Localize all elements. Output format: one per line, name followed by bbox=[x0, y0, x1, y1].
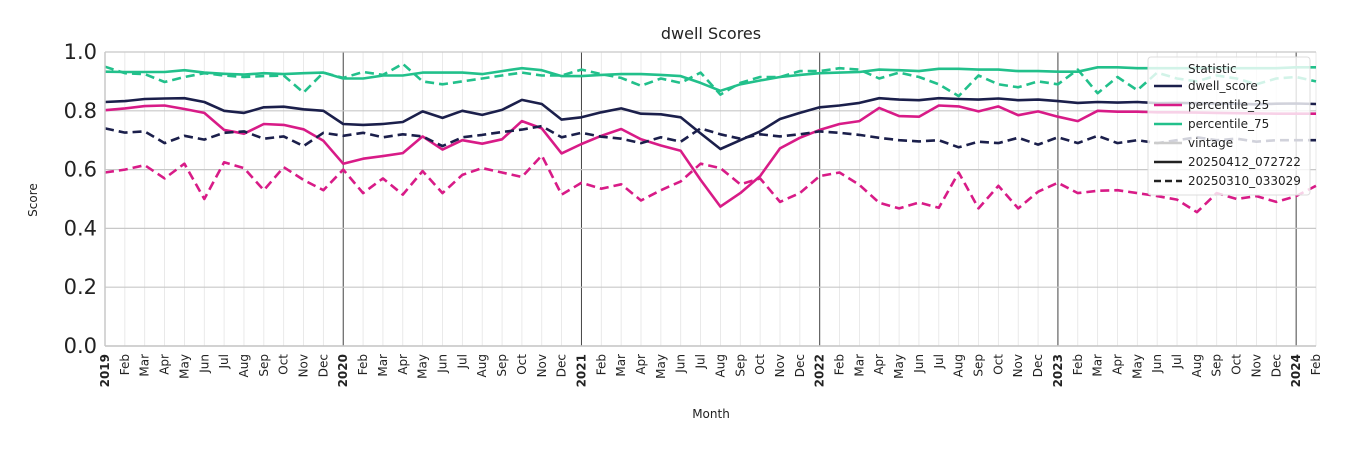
x-tick-month-label: Jun bbox=[674, 354, 688, 374]
y-tick-label: 0.4 bbox=[64, 216, 97, 240]
x-tick-month-label: Feb bbox=[118, 354, 132, 375]
x-tick-year-label: 2024 bbox=[1289, 354, 1303, 387]
x-tick-month-label: Feb bbox=[833, 354, 847, 375]
x-tick-month-label: Dec bbox=[793, 354, 807, 377]
x-tick-month-label: Mar bbox=[852, 354, 866, 377]
x-tick-month-label: Aug bbox=[713, 354, 727, 377]
x-tick-month-label: Jul bbox=[932, 354, 946, 369]
x-tick-month-label: Aug bbox=[237, 354, 251, 377]
x-tick-month-label: Jun bbox=[912, 354, 926, 374]
x-tick-month-label: Mar bbox=[138, 354, 152, 377]
y-tick-label: 0.8 bbox=[64, 99, 97, 123]
x-tick-month-label: Feb bbox=[356, 354, 370, 375]
x-tick-month-label: May bbox=[892, 354, 906, 379]
x-tick-month-label: Feb bbox=[1071, 354, 1085, 375]
y-tick-label: 1.0 bbox=[64, 40, 97, 64]
x-tick-month-label: Mar bbox=[614, 354, 628, 377]
x-tick-month-label: Sep bbox=[495, 354, 509, 377]
x-tick-month-label: Oct bbox=[1230, 354, 1244, 375]
x-tick-month-label: Dec bbox=[1031, 354, 1045, 377]
x-tick-month-label: Dec bbox=[1269, 354, 1283, 377]
x-tick-month-label: Nov bbox=[773, 354, 787, 377]
legend-box bbox=[1147, 56, 1311, 196]
x-tick-month-label: Jun bbox=[197, 354, 211, 374]
series-line-dwell_score-dashed bbox=[104, 124, 1316, 149]
x-tick-month-label: Jul bbox=[217, 354, 231, 369]
x-tick-month-label: Nov bbox=[297, 354, 311, 377]
x-tick-month-label: Oct bbox=[277, 354, 291, 375]
x-tick-month-label: Sep bbox=[972, 354, 986, 377]
series-lines bbox=[104, 62, 1317, 214]
series-line-percentile_75-dashed bbox=[104, 62, 1317, 98]
axes: 0.0 0.2 0.4 0.6 0.8 1.0 2019 Feb Mar Apr May Jun Jul… bbox=[64, 40, 1323, 387]
series-line-percentile_75-solid bbox=[104, 66, 1316, 93]
x-tick-month-label: Nov bbox=[1011, 354, 1025, 377]
x-tick-month-label: Aug bbox=[1190, 354, 1204, 377]
x-tick-month-label: Feb bbox=[1309, 354, 1323, 375]
x-tick-month-label: Feb bbox=[594, 354, 608, 375]
x-tick-month-label: Mar bbox=[1091, 354, 1105, 377]
x-tick-month-label: Sep bbox=[733, 354, 747, 377]
x-tick-month-label: Oct bbox=[515, 354, 529, 375]
x-tick-month-label: Jul bbox=[455, 354, 469, 369]
chart-title: dwell Scores bbox=[661, 24, 761, 43]
legend-label: 20250310_033029 bbox=[1188, 174, 1301, 188]
x-tick-month-label: Dec bbox=[555, 354, 569, 377]
x-tick-month-label: Aug bbox=[475, 354, 489, 377]
y-tick-label: 0.6 bbox=[64, 158, 97, 182]
x-tick-month-label: May bbox=[1130, 354, 1144, 379]
y-axis-title: Score bbox=[26, 183, 40, 217]
x-tick-month-label: Mar bbox=[376, 354, 390, 377]
x-tick-month-label: Apr bbox=[634, 354, 648, 375]
x-tick-month-label: Aug bbox=[952, 354, 966, 377]
legend-label: 20250412_072722 bbox=[1188, 155, 1301, 169]
x-tick-year-label: 2023 bbox=[1051, 354, 1065, 387]
x-tick-month-label: Nov bbox=[1249, 354, 1263, 377]
x-tick-month-label: Jul bbox=[1170, 354, 1184, 369]
legend-label: percentile_75 bbox=[1188, 117, 1269, 131]
legend-label: percentile_25 bbox=[1188, 98, 1269, 112]
x-tick-month-label: Dec bbox=[316, 354, 330, 377]
legend-label: dwell_score bbox=[1188, 79, 1258, 93]
x-tick-month-label: May bbox=[177, 354, 191, 379]
x-tick-month-label: Apr bbox=[872, 354, 886, 375]
x-tick-month-label: Jul bbox=[694, 354, 708, 369]
x-tick-month-label: Apr bbox=[396, 354, 410, 375]
x-tick-year-label: 2021 bbox=[574, 354, 588, 387]
x-axis-title: Month bbox=[692, 407, 730, 421]
x-tick-year-label: 2022 bbox=[813, 354, 827, 387]
x-tick-month-label: Oct bbox=[753, 354, 767, 375]
x-tick-month-label: May bbox=[416, 354, 430, 379]
series-line-percentile_25-dashed bbox=[104, 154, 1317, 214]
legend: Statistic dwell_score percentile_25percent… bbox=[1147, 56, 1311, 196]
x-tick-month-label: Apr bbox=[158, 354, 172, 375]
series-line-percentile_25-solid bbox=[104, 104, 1316, 208]
x-tick-month-label: Jun bbox=[1150, 354, 1164, 374]
plot-area bbox=[105, 52, 1316, 346]
x-tick-year-label: 2019 bbox=[98, 354, 112, 387]
legend-label: vintage bbox=[1188, 136, 1233, 150]
x-tick-month-label: May bbox=[654, 354, 668, 379]
x-tick-year-label: 2020 bbox=[336, 354, 350, 387]
x-tick-month-label: Apr bbox=[1110, 354, 1124, 375]
x-tick-month-label: Sep bbox=[1210, 354, 1224, 377]
series-line-dwell_score-solid bbox=[104, 96, 1317, 151]
x-tick-month-label: Sep bbox=[257, 354, 271, 377]
grid bbox=[104, 51, 1317, 347]
x-tick-month-label: Jun bbox=[435, 354, 449, 374]
y-tick-label: 0.2 bbox=[64, 275, 97, 299]
x-tick-month-label: Nov bbox=[535, 354, 549, 377]
legend-title: Statistic bbox=[1188, 62, 1237, 76]
x-tick-month-label: Oct bbox=[991, 354, 1005, 375]
y-tick-label: 0.0 bbox=[64, 334, 97, 358]
